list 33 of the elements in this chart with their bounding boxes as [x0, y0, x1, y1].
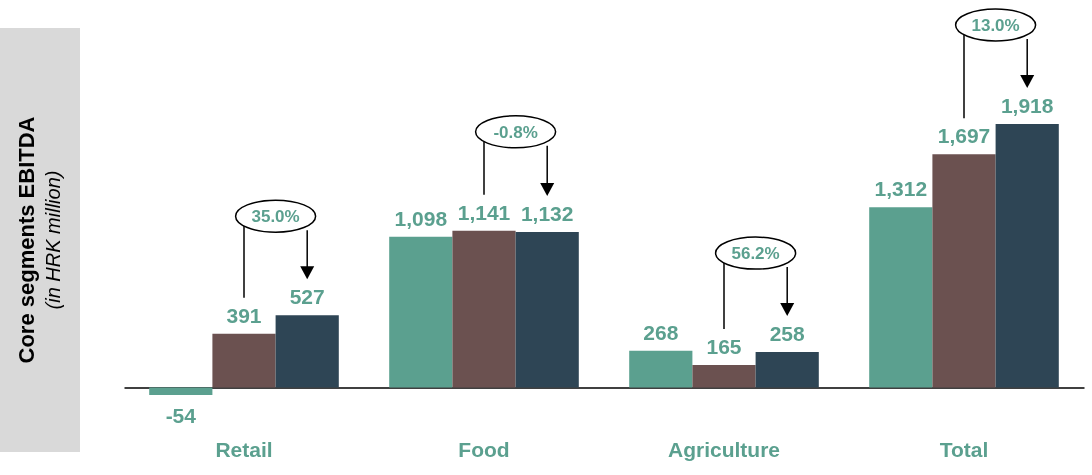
x-tick-label: Total	[939, 438, 989, 462]
text: 13.0%	[971, 16, 1020, 35]
annotation: 56.2%	[731, 244, 780, 264]
data-label: 1,141	[457, 200, 511, 224]
bar	[869, 207, 933, 388]
x-tick-label: Retail	[215, 438, 273, 462]
data-label: 268	[643, 320, 679, 344]
bar	[275, 315, 339, 388]
bar	[452, 230, 516, 388]
data-label: 1,132	[520, 202, 574, 226]
annotation: -0.8%	[493, 122, 538, 142]
data-label: 258	[769, 322, 806, 346]
data-label: 527	[289, 285, 325, 309]
data-label: 1,098	[394, 206, 448, 230]
data-label: 165	[706, 334, 742, 358]
bar	[389, 236, 453, 388]
bar	[755, 352, 819, 388]
bar	[995, 124, 1059, 388]
data-label: 1,918	[1000, 94, 1054, 117]
x-tick-label: Food	[458, 438, 510, 462]
bar	[149, 387, 213, 395]
y-axis-title: Core segments EBITDA (in HRK million)	[14, 116, 65, 364]
data-label: -54	[165, 404, 197, 427]
bar	[692, 364, 756, 388]
bar	[212, 333, 276, 388]
bar	[932, 154, 996, 388]
data-label: 1,312	[874, 177, 928, 201]
x-tick-label: Agriculture	[667, 438, 781, 462]
bar	[629, 350, 693, 388]
annotation: 35.0%	[251, 207, 300, 227]
bar	[515, 232, 579, 388]
data-label: 1,697	[937, 124, 991, 148]
data-label: 391	[226, 303, 262, 327]
